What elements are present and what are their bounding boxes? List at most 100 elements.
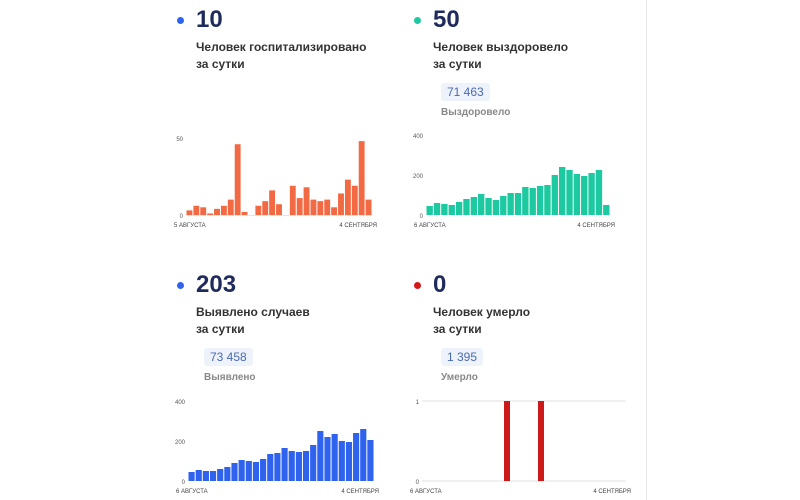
bar [238,460,245,481]
right-divider [646,0,647,500]
bar [274,453,281,481]
bar [566,170,573,215]
bar [331,434,338,481]
cases-total-label: Выявлено [204,372,256,383]
deaths-panel: 0 Человек умерло за сутки 1 395 Умерло [414,270,674,383]
bar [595,170,603,215]
deaths-chart-svg: 0 1 6 АВГУСТА 4 СЕНТЯБРЯ [410,400,631,495]
y-tick-label: 0 [182,480,186,486]
hospitalized-chart-svg: 0 50 5 АВГУСТА 4 СЕНТЯБРЯ [174,137,377,229]
recovered-dot [414,17,421,24]
bar [338,441,345,481]
bar [234,144,241,215]
y-tick-label: 0 [416,480,420,486]
bar [302,451,310,481]
bar [269,190,276,215]
bar [324,437,331,481]
bar [573,174,581,215]
x-start-label: 6 АВГУСТА [414,223,446,229]
x-end-label: 4 СЕНТЯБРЯ [577,223,615,229]
cases-chart: 0 200 400 6 АВГУСТА 4 СЕНТЯБРЯ [172,396,382,496]
bar [281,448,288,481]
bar [331,207,338,215]
bar [433,203,441,215]
bar [214,208,220,215]
recovered-caption-line2: за сутки [433,57,482,71]
bar [231,463,238,481]
bar [220,205,227,215]
bar [514,193,522,215]
bar [507,193,514,215]
bar [345,442,353,481]
recovered-value: 50 [433,6,460,33]
y-tick-label: 0 [180,214,184,220]
bar [463,199,470,215]
bar [202,471,209,481]
bar [358,141,365,215]
hospitalized-caption: Человек госпитализировано за сутки [196,39,437,73]
deaths-total-label: Умерло [441,372,478,383]
y-tick-label: 1 [416,400,420,406]
bar [351,185,358,215]
bar [303,187,310,215]
recovered-total-label: Выздоровело [441,107,511,118]
bar [538,401,544,481]
hospitalized-value: 10 [196,6,223,33]
bar [317,431,324,481]
bar [448,205,455,215]
recovered-chart-svg: 0 200 400 6 АВГУСТА 4 СЕНТЯБРЯ [413,134,615,229]
bar [360,429,367,481]
cases-value: 203 [196,271,237,298]
hospitalized-caption-line2: за сутки [196,57,245,71]
bar [245,461,252,481]
bar [338,193,344,215]
bar [295,452,302,481]
bar [310,445,317,481]
bar [255,205,262,215]
bar [209,471,217,481]
bar [224,467,231,481]
bar [289,185,296,215]
y-tick-label: 200 [413,174,424,180]
bar [317,201,324,215]
x-start-label: 6 АВГУСТА [410,489,442,495]
y-tick-label: 400 [413,134,424,140]
bar [492,200,500,215]
x-end-label: 4 СЕНТЯБРЯ [339,223,377,229]
deaths-chart: 0 1 6 АВГУСТА 4 СЕНТЯБРЯ [410,396,631,496]
cases-caption-line1: Выявлено случаев [196,305,310,319]
bar [455,202,463,215]
deaths-value: 0 [433,271,447,298]
x-start-label: 6 АВГУСТА [176,489,208,495]
bar [296,198,303,215]
deaths-total: 1 395 [441,348,484,366]
bar [441,204,448,215]
x-end-label: 4 СЕНТЯБРЯ [593,489,631,495]
deaths-dot [414,282,421,289]
hospitalized-caption-line1: Человек госпитализировано [196,40,367,54]
recovered-total: 71 463 [441,83,490,101]
hospitalized-panel: 10 Человек госпитализировано за сутки [177,5,437,73]
bar [603,205,610,215]
bar [195,470,202,481]
bar [558,167,566,215]
deaths-caption-line1: Человек умерло [433,305,531,319]
bar [193,205,200,215]
recovered-panel: 50 Человек выздоровело за сутки 71 463 В… [414,5,674,118]
bar [353,433,360,481]
bar [260,459,267,481]
bar [522,187,529,215]
cases-caption-line2: за сутки [196,322,245,336]
hospitalized-dot [177,17,184,24]
deaths-caption: Человек умерло за сутки [433,304,674,338]
y-tick-label: 50 [176,137,183,143]
bar [544,185,551,215]
y-tick-label: 0 [420,214,424,220]
bar [470,197,478,215]
cases-caption: Выявлено случаев за сутки [196,304,437,338]
bar [217,469,224,481]
bar [200,207,207,215]
recovered-caption: Человек выздоровело за сутки [433,39,674,73]
recovered-chart: 0 200 400 6 АВГУСТА 4 СЕНТЯБРЯ [410,130,630,230]
recovered-caption-line1: Человек выздоровело [433,40,569,54]
